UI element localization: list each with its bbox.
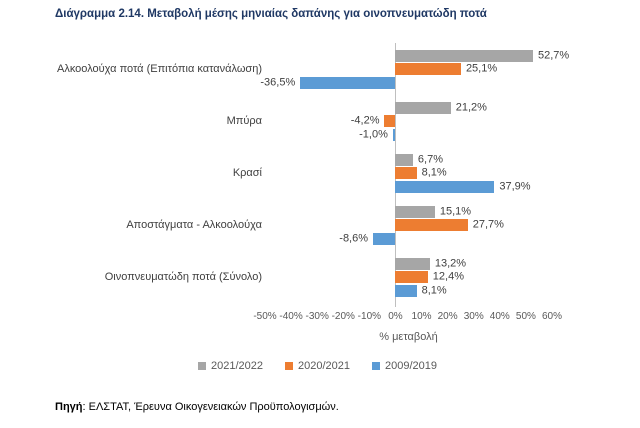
value-label: -8,6% bbox=[339, 232, 369, 244]
x-tick-label: 40% bbox=[489, 311, 510, 322]
value-label: 25,1% bbox=[465, 62, 498, 75]
bar-2021-2022 bbox=[395, 257, 430, 270]
value-label: -1,0% bbox=[359, 128, 388, 140]
value-label: 13,2% bbox=[434, 257, 467, 269]
legend-swatch bbox=[285, 362, 293, 370]
bar-2021-2022 bbox=[395, 101, 451, 114]
bar-2020-2021 bbox=[384, 115, 396, 127]
value-label: 21,2% bbox=[455, 101, 487, 113]
legend-label: 2021/2022 bbox=[211, 360, 263, 372]
value-label: 12,4% bbox=[432, 270, 464, 283]
value-label: -4,2% bbox=[350, 114, 380, 127]
x-tick-label: -10% bbox=[357, 311, 382, 322]
x-axis-title: % μεταβολή bbox=[379, 331, 438, 343]
legend-label: 2020/2021 bbox=[298, 360, 350, 372]
value-label: 27,7% bbox=[472, 218, 504, 231]
value-label: 52,7% bbox=[537, 49, 570, 61]
x-axis: -50% -40% -30% -20% -10% 0% 10% 20% 30% 40% 50% 60% bbox=[253, 311, 562, 324]
legend-item-2009-2019: 2009/2019 bbox=[372, 360, 437, 372]
x-tick-label: -30% bbox=[305, 311, 329, 322]
x-tick-label: -50% bbox=[253, 311, 277, 322]
bar-2021-2022 bbox=[395, 153, 413, 166]
category-label: Αλκοολούχα ποτά (Επιτόπια κατανάλωση) bbox=[56, 62, 262, 75]
bar-2020-2021 bbox=[395, 167, 417, 179]
value-label: 37,9% bbox=[499, 180, 531, 192]
bar-2009-2019 bbox=[395, 180, 495, 193]
category-label: Αποστάγματα - Αλκοολούχα bbox=[126, 218, 262, 231]
bar-2021-2022 bbox=[395, 49, 533, 62]
legend: 2021/2022 2020/2021 2009/2019 bbox=[55, 358, 580, 374]
x-tick-label: 30% bbox=[463, 311, 484, 322]
x-tick-label: 10% bbox=[411, 311, 432, 322]
x-tick-label: -20% bbox=[331, 311, 355, 322]
category-label: Οινοπνευματώδη ποτά (Σύνολο) bbox=[104, 270, 262, 283]
value-label: 6,7% bbox=[417, 153, 443, 165]
x-tick-label: 50% bbox=[515, 311, 536, 322]
category-axis: Αλκοολούχα ποτά (Επιτόπια κατανάλωση) Μπύ… bbox=[40, 43, 262, 303]
x-tick-label: 20% bbox=[437, 311, 458, 322]
source-note: Πηγή: ΕΛΣΤΑΤ, Έρευνα Οικογενειακών Προϋπ… bbox=[55, 401, 339, 413]
bar-2020-2021 bbox=[395, 63, 461, 75]
category-label: Κρασί bbox=[232, 166, 262, 179]
legend-swatch bbox=[198, 362, 206, 370]
bar-2020-2021 bbox=[395, 271, 428, 283]
x-tick-label: 60% bbox=[541, 311, 563, 322]
source-text: : ΕΛΣΤΑΤ, Έρευνα Οικογενειακών Προϋπολογ… bbox=[82, 401, 339, 413]
source-label: Πηγή bbox=[55, 401, 83, 413]
bar-2009-2019 bbox=[300, 76, 396, 89]
bar-2020-2021 bbox=[395, 219, 468, 231]
chart-title: Διάγραμμα 2.14. Μεταβολή μέσης μηνιαίας … bbox=[55, 8, 487, 20]
legend-item-2020-2021: 2020/2021 bbox=[285, 360, 350, 372]
value-label: 15,1% bbox=[439, 205, 472, 217]
bar-2021-2022 bbox=[395, 205, 435, 218]
category-label: Μπύρα bbox=[226, 114, 262, 127]
value-label: 8,1% bbox=[421, 166, 447, 179]
bar-2009-2019 bbox=[373, 232, 396, 245]
plot-area: 52,7% 25,1% -36,5% 21,2% -4,2% -1,0% 6,7% 8,1% 3… bbox=[260, 43, 569, 307]
x-tick-label: -40% bbox=[279, 311, 303, 322]
bar-2009-2019 bbox=[392, 128, 396, 141]
legend-swatch bbox=[372, 362, 380, 370]
legend-item-2021-2022: 2021/2022 bbox=[198, 360, 263, 372]
x-tick-label: 0% bbox=[388, 311, 403, 322]
legend-label: 2009/2019 bbox=[385, 360, 437, 372]
bar-2009-2019 bbox=[395, 284, 417, 297]
value-label: 8,1% bbox=[421, 284, 447, 296]
value-label: -36,5% bbox=[260, 76, 296, 88]
